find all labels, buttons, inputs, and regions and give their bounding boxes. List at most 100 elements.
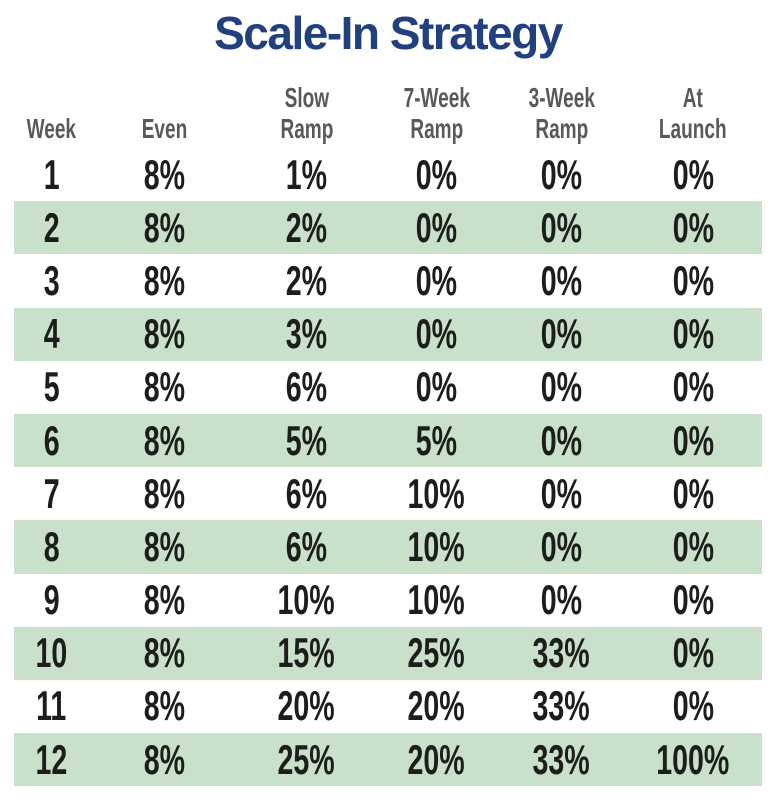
cell-7-week-ramp: 5% [374,419,499,462]
table-row-week-10: 10 8% 15% 25% 33% 0% [14,626,762,680]
cell-value: 12 [35,735,68,783]
cell-value: 0% [672,150,714,198]
cell-slow-ramp: 25% [239,735,374,783]
cell-week: 4 [14,313,89,355]
cell-even: 8% [89,738,239,781]
cell-value: 8% [143,629,185,677]
cell-at-launch: 0% [624,632,762,674]
cell-slow-ramp: 20% [239,685,374,727]
cell-3-week-ramp: 0% [499,256,624,304]
header-cell-3-week-ramp: 3-Week Ramp [499,82,624,144]
cell-7-week-ramp: 0% [374,256,499,304]
cell-value: 0% [672,310,714,358]
cell-slow-ramp: 2% [239,256,374,304]
cell-value: 0% [672,256,714,304]
cell-at-launch: 100% [624,735,762,783]
cell-even: 8% [89,632,239,674]
table-header-row: Week Even Slow Ramp 7-Week Ramp 3-Week Ramp At La… [14,62,762,148]
cell-value: 0% [540,203,583,251]
cell-value: 8% [143,522,185,570]
cell-value: 2% [285,256,328,304]
cell-at-launch: 0% [624,313,762,355]
cell-value: 20% [277,682,336,730]
cell-value: 8% [143,150,185,198]
cell-week: 5 [14,366,89,408]
cell-7-week-ramp: 0% [374,313,499,355]
cell-even: 8% [89,579,239,621]
cell-at-launch: 0% [624,150,762,198]
cell-value: 10% [407,576,466,624]
cell-value: 10 [35,629,68,677]
page-title: Scale-In Strategy [0,0,776,62]
cell-7-week-ramp: 0% [374,153,499,196]
header-label-week: Week [26,113,77,144]
cell-slow-ramp: 10% [239,579,374,621]
cell-slow-ramp: 2% [239,206,374,249]
cell-value: 0% [415,256,458,304]
cell-slow-ramp: 1% [239,153,374,196]
cell-value: 3% [285,310,328,358]
scale-in-strategy-table: Week Even Slow Ramp 7-Week Ramp 3-Week Ramp At La… [14,62,762,787]
cell-value: 6% [285,522,328,570]
cell-value: 0% [672,363,714,411]
cell-value: 0% [540,256,583,304]
cell-value: 33% [532,735,591,783]
header-label-7-week-ramp: 7-Week Ramp [403,82,470,144]
cell-value: 20% [407,735,466,783]
cell-value: 8% [143,416,185,464]
table-row-week-4: 4 8% 3% 0% 0% 0% [14,307,762,361]
cell-value: 0% [672,469,714,517]
cell-3-week-ramp: 33% [499,685,624,727]
cell-value: 0% [672,416,714,464]
cell-value: 4 [43,310,60,358]
table-row-week-5: 5 8% 6% 0% 0% 0% [14,361,762,414]
header-cell-even: Even [89,113,239,144]
table-body: 1 8% 1% 0% 0% 0% 2 8% 2% 0% 0% 0% 3 8% 2% 0% 0% 0% 4 8% 3% 0%… [14,148,762,787]
cell-value: 10% [407,469,466,517]
cell-value: 33% [532,682,591,730]
cell-value: 5 [43,363,60,411]
cell-value: 100% [656,735,730,783]
header-cell-7-week-ramp: 7-Week Ramp [374,82,499,144]
cell-value: 8% [143,682,185,730]
cell-value: 33% [532,629,591,677]
header-cell-slow-ramp: Slow Ramp [239,82,374,144]
cell-7-week-ramp: 10% [374,469,499,517]
header-label-slow-ramp: Slow Ramp [280,82,333,144]
cell-value: 25% [407,629,466,677]
cell-at-launch: 0% [624,256,762,304]
cell-week: 6 [14,419,89,462]
cell-value: 8% [143,203,185,251]
cell-slow-ramp: 6% [239,366,374,408]
cell-even: 8% [89,416,239,464]
cell-at-launch: 0% [624,685,762,727]
page-title-text: Scale-In Strategy [214,7,563,59]
cell-value: 0% [672,576,714,624]
cell-value: 25% [277,735,336,783]
cell-value: 10% [407,522,466,570]
cell-even: 8% [89,313,239,355]
cell-slow-ramp: 3% [239,313,374,355]
cell-week: 11 [14,685,89,727]
cell-value: 15% [277,629,336,677]
cell-3-week-ramp: 0% [499,469,624,517]
cell-at-launch: 0% [624,206,762,249]
cell-3-week-ramp: 0% [499,313,624,355]
table-row-week-11: 11 8% 20% 20% 33% 0% [14,680,762,733]
cell-7-week-ramp: 20% [374,735,499,783]
cell-week: 3 [14,259,89,302]
cell-value: 0% [415,203,458,251]
cell-7-week-ramp: 0% [374,366,499,408]
cell-value: 8% [143,576,185,624]
table-row-week-2: 2 8% 2% 0% 0% 0% [14,201,762,255]
cell-week: 7 [14,472,89,515]
cell-value: 8% [143,310,185,358]
table-row-week-3: 3 8% 2% 0% 0% 0% [14,254,762,307]
cell-value: 2 [43,203,60,251]
cell-even: 8% [89,366,239,408]
table-row-week-6: 6 8% 5% 5% 0% 0% [14,413,762,468]
cell-even: 8% [89,259,239,302]
cell-week: 2 [14,203,89,251]
header-label-at-launch: At Launch [659,82,727,144]
cell-value: 0% [540,469,583,517]
